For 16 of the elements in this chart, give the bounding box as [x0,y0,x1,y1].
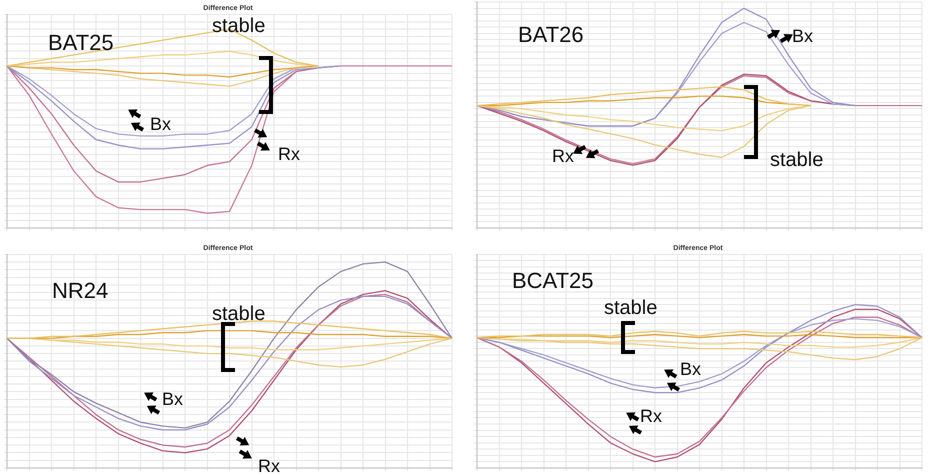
annotation: stable [770,149,824,171]
annotation: Bx [162,389,184,409]
annotation: Rx [640,406,662,426]
text: Rx [258,456,280,475]
annotation: stable [212,15,266,37]
annotation: BAT26 [518,22,584,47]
annotation: stable [212,303,266,325]
annotation: Rx [552,146,574,166]
annotation: stable [604,297,658,319]
annotation: Bx [792,26,814,46]
annotation: Bx [680,359,702,379]
annotation: Bx [150,114,172,134]
annotation: BAT25 [48,30,114,55]
annotation: NR24 [52,278,108,303]
annotation: Rx [278,144,300,164]
text: BCAT25 [512,268,594,293]
